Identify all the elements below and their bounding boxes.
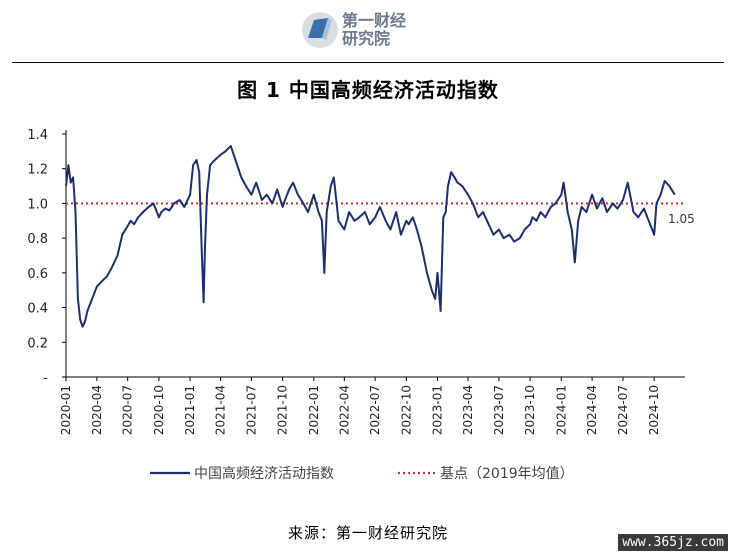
series-line-activity-index xyxy=(65,145,676,328)
x-tick-label: 2024-04 xyxy=(585,385,599,435)
chart-axes: - 0.2 0.4 0.6 0.8 1.0 1.2 1.4 2020-01 2020-04 2020… xyxy=(27,128,685,435)
last-value-label: 1.05 xyxy=(668,212,695,226)
label-layer: 1.05 xyxy=(668,212,695,226)
x-tick-label: 2021-04 xyxy=(214,385,228,435)
x-tick-label: 2022-04 xyxy=(337,385,351,435)
series-layer xyxy=(65,145,676,328)
y-tick-label: 0.4 xyxy=(27,302,48,317)
x-tick-label: 2023-07 xyxy=(492,385,506,435)
y-tick-label: 0.8 xyxy=(27,232,48,247)
legend-series-label: 中国高频经济活动指数 xyxy=(194,465,334,482)
x-tick-label: 2022-07 xyxy=(368,385,382,435)
x-tick-label: 2022-10 xyxy=(399,385,413,435)
x-tick-label: 2021-10 xyxy=(276,385,290,435)
y-tick-label: 0.6 xyxy=(27,267,48,282)
y-tick-label: 1.4 xyxy=(27,128,48,143)
header-divider xyxy=(12,62,724,63)
chart-legend: 中国高频经济活动指数 基点（2019年均值） xyxy=(0,462,736,482)
x-tick-label: 2020-10 xyxy=(152,385,166,435)
source-note: 来源：第一财经研究院 xyxy=(287,524,448,542)
x-tick-label: 2024-07 xyxy=(616,385,630,435)
x-tick-label: 2022-01 xyxy=(307,385,321,435)
watermark: www.365jz.com xyxy=(618,534,728,551)
x-tick-label: 2021-01 xyxy=(183,385,197,435)
brand-logo: 第一财经 研究院 xyxy=(300,8,440,54)
legend-baseline-label: 基点（2019年均值） xyxy=(440,465,574,482)
x-tick-label: 2020-01 xyxy=(59,385,73,435)
x-tick-label: 2023-04 xyxy=(461,385,475,435)
y-tick-label: - xyxy=(43,371,48,386)
logo-line1: 第一财经 xyxy=(342,11,406,30)
x-tick-label: 2021-07 xyxy=(244,385,258,435)
x-tick-label: 2020-04 xyxy=(90,385,104,435)
x-tick-label: 2023-10 xyxy=(523,385,537,435)
logo-line2: 研究院 xyxy=(342,29,390,48)
book-icon xyxy=(302,12,338,48)
x-tick-label: 2023-01 xyxy=(431,385,445,435)
x-tick-label: 2024-01 xyxy=(554,385,568,435)
y-tick-label: 0.2 xyxy=(27,336,48,351)
x-tick-label: 2024-10 xyxy=(647,385,661,435)
y-tick-label: 1.0 xyxy=(27,197,48,212)
chart-title: 图 1 中国高频经济活动指数 xyxy=(237,78,499,102)
y-tick-label: 1.2 xyxy=(27,163,48,178)
x-tick-label: 2020-07 xyxy=(121,385,135,435)
